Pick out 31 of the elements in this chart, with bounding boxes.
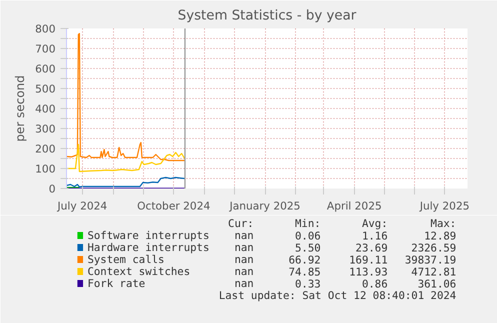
text: Last update: Sat Oct 12 08:40:01 2024 [218,289,456,302]
text: nan 74.85 113.93 4712.81 [234,265,456,278]
line-series [66,176,186,188]
x-tick-label: July 2025 [418,200,470,212]
y-tick-label: 700 [35,42,56,56]
legend-label: System calls [87,253,164,266]
x-tick-label: October 2024 [137,200,210,212]
y-tick-label: 300 [35,122,56,136]
y-tick-label: 200 [35,142,56,156]
text: Cur: Min: Avg: Max: [228,217,456,230]
line-series [66,32,186,162]
text: nan 66.92 169.11 39837.19 [234,253,456,266]
x-tick-label: July 2024 [56,200,108,212]
y-tick-label: 500 [35,82,56,96]
y-tick-label: 600 [35,62,56,76]
chart-title: System Statistics - by year [178,8,357,24]
x-tick-label: April 2025 [326,200,382,212]
text: nan 0.06 1.16 12.89 [234,229,456,242]
y-tick-label: 800 [35,22,56,36]
y-axis-title: per second [13,75,28,142]
line-series [66,144,186,172]
legend-label: Context switches [87,265,190,278]
legend-label: Fork rate [87,277,146,290]
x-tick-label: January 2025 [228,200,300,212]
text: nan 5.50 23.69 2326.59 [234,241,456,254]
y-tick-label: 100 [35,162,56,176]
legend-label: Hardware interrupts [87,241,210,254]
legend-label: Software interrupts [87,229,210,242]
text: nan 0.33 0.86 361.06 [234,277,456,290]
y-tick-label: 0 [48,182,56,196]
y-tick-label: 400 [35,102,56,116]
